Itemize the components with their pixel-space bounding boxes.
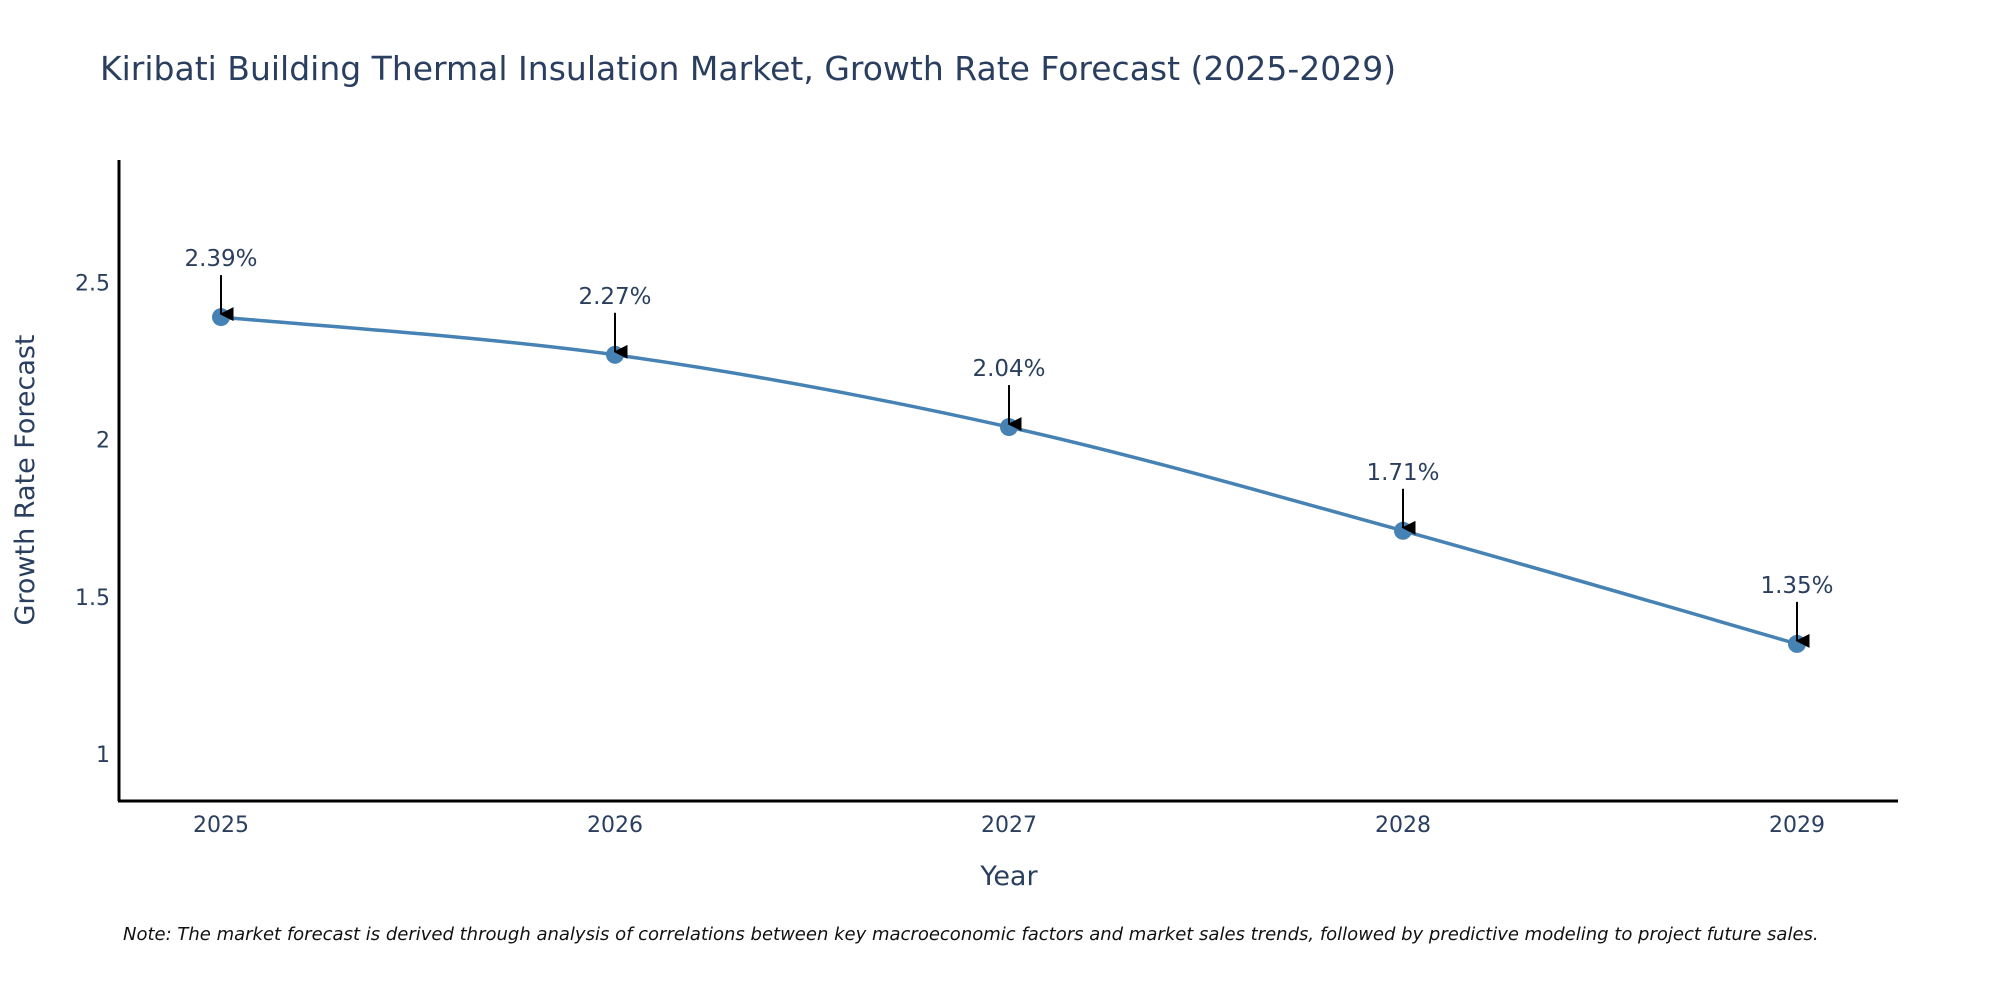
y-axis-title: Growth Rate Forecast (10, 334, 41, 625)
x-tick-label: 2027 (981, 813, 1037, 838)
x-axis-title: Year (979, 861, 1038, 892)
x-axis-ticks: 2025 2026 2027 2028 2029 (193, 813, 1825, 838)
x-tick-label: 2029 (1769, 813, 1825, 838)
data-label-2029: 1.35% (1760, 573, 1833, 599)
y-tick-label: 2 (96, 429, 110, 454)
chart-note: Note: The market forecast is derived thr… (123, 924, 1819, 945)
chart-title: Kiribati Building Thermal Insulation Mar… (100, 49, 1396, 88)
data-label-2028: 1.71% (1366, 460, 1439, 486)
y-axis-ticks: 1 1.5 2 2.5 (75, 272, 110, 768)
y-tick-label: 1.5 (75, 586, 110, 611)
y-tick-label: 1 (96, 743, 110, 768)
data-label-2025: 2.39% (184, 246, 257, 272)
data-labels: 2.39% 2.27% 2.04% 1.71% 1.35% (184, 246, 1834, 648)
x-tick-label: 2025 (193, 813, 249, 838)
x-tick-label: 2026 (587, 813, 643, 838)
y-tick-label: 2.5 (75, 272, 110, 297)
data-label-2027: 2.04% (972, 356, 1045, 382)
x-tick-label: 2028 (1375, 813, 1431, 838)
data-label-2026: 2.27% (578, 284, 651, 310)
